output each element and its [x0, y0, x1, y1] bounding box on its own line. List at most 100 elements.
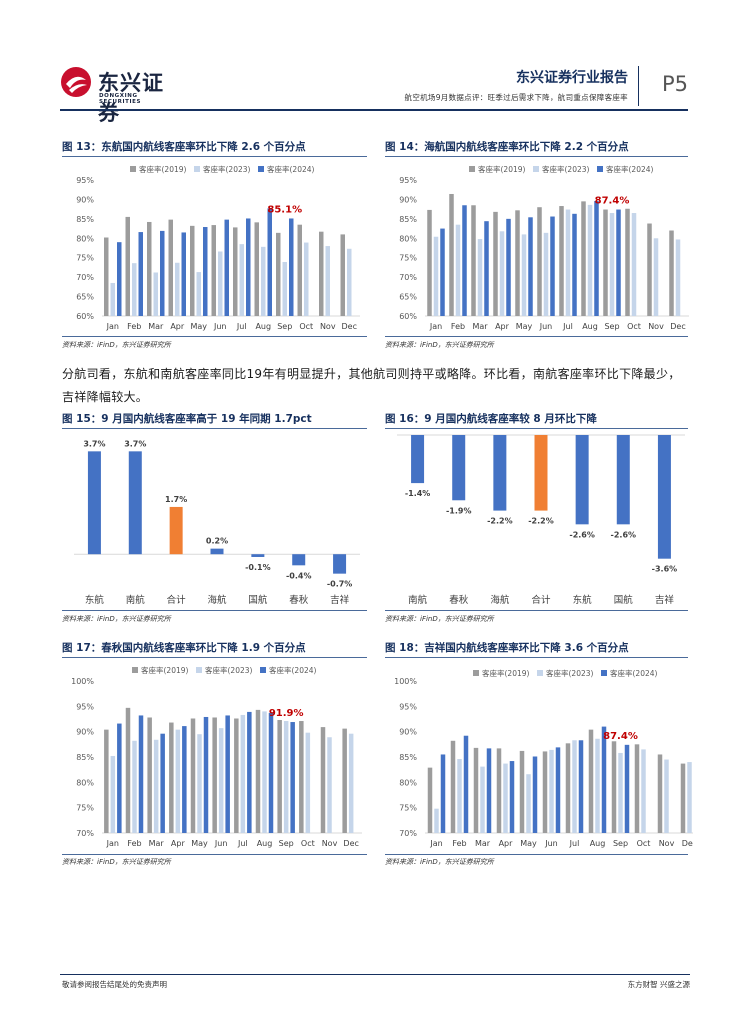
bar — [427, 767, 433, 833]
x-tick-label: Jan — [106, 839, 119, 848]
bar — [565, 209, 571, 316]
bar — [521, 234, 527, 316]
figure-17-bottom-rule — [62, 854, 367, 855]
y-tick-label: 85% — [399, 753, 417, 762]
bar — [212, 717, 217, 833]
bar — [462, 205, 467, 316]
data-label: 1.7% — [165, 495, 187, 504]
footer-disclaimer: 敬请参阅报告结尾处的免责声明 — [62, 980, 167, 989]
x-tick-label: Dec — [343, 839, 358, 848]
y-tick-label: 85% — [76, 215, 94, 224]
bar — [496, 748, 502, 833]
bar — [587, 204, 593, 316]
bar — [493, 435, 507, 511]
legend-swatch — [196, 667, 202, 673]
legend-swatch — [194, 166, 200, 172]
bar — [147, 221, 152, 316]
bar — [452, 435, 466, 501]
x-tick-label: Apr — [495, 322, 510, 331]
bar — [110, 282, 115, 316]
figure-15-chart: 3.7% 东航 3.7% 南航 1.7% 合计 0.2% 海航 -0.1% 国航 -0.4% 春秋 -0… — [74, 439, 360, 606]
bar — [480, 766, 485, 833]
figure-17-title: 图 17：春秋国内航线客座率环比下降 1.9 个百分点 — [62, 642, 306, 654]
x-tick-label: 东航 — [573, 594, 593, 606]
bar — [325, 246, 330, 316]
bar — [282, 261, 287, 316]
y-tick-label: 75% — [76, 254, 94, 263]
bar — [255, 709, 261, 833]
figure-13-rule — [62, 156, 367, 157]
x-tick-label: 国航 — [248, 594, 268, 606]
report-type: 东兴证券行业报告 — [516, 70, 628, 86]
bar — [117, 723, 122, 833]
figure-14-title: 图 14：海航国内航线客座率环比下降 2.2 个百分点 — [385, 141, 629, 153]
bar — [169, 722, 174, 833]
figure-18-source: 资料来源：iFinD，东兴证券研究所 — [385, 858, 494, 866]
legend-swatch — [537, 670, 543, 676]
bar — [680, 763, 686, 833]
y-tick-label: 75% — [76, 804, 94, 813]
bar — [348, 733, 354, 833]
bar — [262, 711, 267, 833]
bar — [433, 236, 439, 316]
data-label: 0.2% — [206, 537, 228, 546]
legend-swatch — [601, 670, 607, 676]
bar — [128, 451, 142, 555]
bar — [182, 726, 187, 833]
legend-entry: 客座率(2019) — [482, 668, 530, 678]
x-tick-label: 国航 — [614, 594, 634, 606]
bar — [211, 225, 216, 316]
x-tick-label: Jul — [237, 839, 248, 848]
figure-13-chart: 60% 65% 70% 75% 80% 85% 90% 95% Jan Feb Mar Apr May J… — [76, 164, 360, 331]
legend-entry: 客座率(2019) — [141, 665, 189, 675]
bar — [251, 554, 265, 557]
data-label: 3.7% — [124, 439, 146, 448]
header-divider — [638, 66, 639, 106]
bar — [611, 741, 617, 833]
x-tick-label: May — [520, 839, 537, 848]
bar — [588, 729, 594, 833]
y-tick-label: 60% — [76, 312, 94, 321]
y-tick-label: 100% — [394, 677, 417, 686]
bar — [132, 740, 137, 833]
y-tick-label: 80% — [399, 234, 417, 243]
x-tick-label: Feb — [127, 839, 141, 848]
x-tick-label: Mar — [148, 322, 164, 331]
figure-15-rule — [62, 428, 367, 429]
bar — [653, 238, 659, 316]
legend-entry: 客座率(2023) — [203, 164, 251, 174]
bar — [641, 749, 646, 833]
bar — [267, 208, 272, 316]
body-paragraph: 分航司看，东航和南航客座率同比19年有明显提升，其他航司则持平或略降。环比看，南… — [62, 367, 681, 404]
x-tick-label: 吉祥 — [330, 594, 350, 606]
bar — [537, 207, 542, 316]
bar — [427, 209, 432, 316]
bar — [411, 435, 425, 484]
bar — [534, 435, 548, 511]
x-tick-label: 东航 — [85, 594, 105, 606]
bar — [440, 754, 446, 833]
header-rule — [60, 109, 688, 111]
x-tick-label: Apr — [499, 839, 514, 848]
data-label: -2.6% — [611, 530, 637, 539]
bar — [549, 749, 554, 833]
bar — [304, 242, 309, 316]
x-tick-label: Feb — [451, 322, 465, 331]
legend-swatch — [130, 166, 136, 172]
x-tick-label: 海航 — [207, 594, 227, 606]
x-tick-label: Jan — [106, 322, 119, 331]
x-tick-label: Jun — [539, 322, 553, 331]
bar — [555, 747, 561, 833]
bar — [519, 750, 525, 833]
x-tick-label: Dec — [682, 839, 693, 848]
bar — [440, 228, 445, 316]
y-tick-label: 100% — [71, 677, 94, 686]
figure-14-bottom-rule — [385, 336, 688, 337]
x-tick-label: Oct — [637, 839, 651, 848]
bar — [616, 435, 630, 525]
x-tick-label: 春秋 — [449, 594, 469, 606]
data-label-annotation: 85.1% — [267, 204, 302, 215]
figure-14-rule — [385, 156, 688, 157]
data-label: -1.9% — [446, 506, 472, 515]
legend-swatch — [533, 166, 539, 172]
